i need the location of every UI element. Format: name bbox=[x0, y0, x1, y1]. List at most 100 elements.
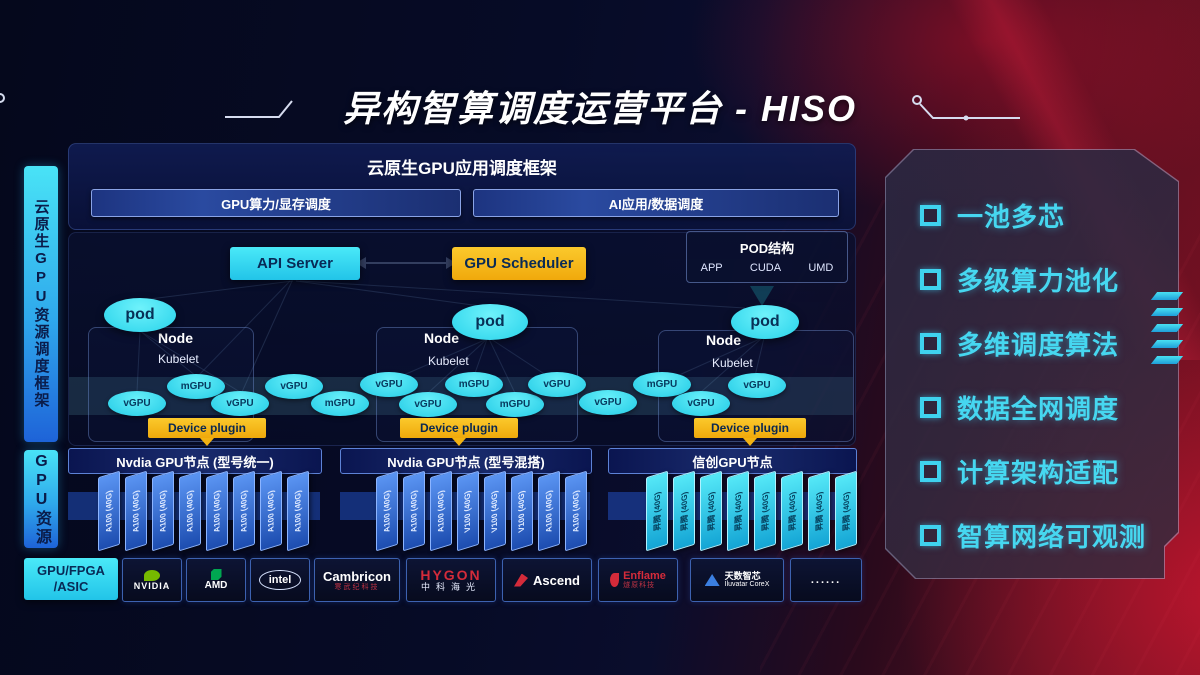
gpu-card: 昇腾 (40G) bbox=[700, 470, 722, 552]
hardware-label-line2: /ASIC bbox=[53, 579, 89, 594]
gpu-card: 昇腾 (40G) bbox=[781, 470, 803, 552]
node-label-3: Node bbox=[706, 332, 741, 348]
kubelet-label-2: Kubelet bbox=[428, 354, 469, 368]
amd-icon bbox=[210, 569, 222, 580]
gpu-card: A100 (40G) bbox=[287, 470, 309, 552]
hazard-stripes-decoration bbox=[1150, 288, 1184, 368]
device-plugin-box-3: Device plugin bbox=[694, 418, 806, 446]
gpu-slice-ellipse: vGPU bbox=[399, 392, 457, 417]
vendor-nvidia: NVIDIA bbox=[122, 558, 182, 602]
gpu-card: A100 (40G) bbox=[376, 470, 398, 552]
gpu-card: 昇腾 (40G) bbox=[835, 470, 857, 552]
page-title: 异构智算调度运营平台 - HISO bbox=[342, 88, 857, 129]
feature-item-5: 计算架构适配 bbox=[920, 453, 1119, 490]
vendor-enflame: Enflame 燧原科技 bbox=[598, 558, 678, 602]
vendor-ascend: Ascend bbox=[502, 558, 592, 602]
gpu-card: A100 (40G) bbox=[233, 470, 255, 552]
pod-structure-title: POD结构 bbox=[739, 241, 795, 256]
square-bullet-icon bbox=[920, 269, 941, 290]
gpu-card: A100 (40G) bbox=[430, 470, 452, 552]
gpu-card: A100 (40G) bbox=[98, 470, 120, 552]
gpu-slice-ellipse: vGPU bbox=[360, 372, 418, 397]
nvidia-icon bbox=[144, 569, 160, 581]
gpu-card: A100 (40G) bbox=[260, 470, 282, 552]
gpu-slice-ellipse: vGPU bbox=[579, 390, 637, 415]
enflame-flame-icon bbox=[610, 573, 620, 587]
gpu-node-banner-1: Nvdia GPU节点 (型号统一) bbox=[68, 448, 322, 474]
kubelet-label-3: Kubelet bbox=[712, 356, 753, 370]
gpu-card: 昇腾 (40G) bbox=[727, 470, 749, 552]
feature-item-1: 一池多芯 bbox=[920, 197, 1065, 234]
device-plugin-box-2: Device plugin bbox=[400, 418, 518, 446]
gpu-card: V100 (40G) bbox=[484, 470, 506, 552]
vendor-more: ...... bbox=[790, 558, 862, 602]
kubelet-label-1: Kubelet bbox=[158, 352, 199, 366]
pod-structure-box: POD结构 APP CUDA UMD bbox=[686, 231, 848, 283]
gpu-card: 昇腾 (40G) bbox=[754, 470, 776, 552]
gpu-slice-ellipse: vGPU bbox=[265, 374, 323, 399]
gpu-slice-ellipse: mGPU bbox=[167, 374, 225, 399]
bar-ai-app-data-scheduling: AI应用/数据调度 bbox=[473, 189, 839, 217]
gpu-node-banner-3: 信创GPU节点 bbox=[608, 448, 857, 474]
pod-structure-item-cuda: CUDA bbox=[749, 262, 782, 274]
gpu-card: A100 (40G) bbox=[152, 470, 174, 552]
pod-structure-item-umd: UMD bbox=[808, 262, 834, 274]
sidebar-label-cloud-native-gpu-framework: 云原生GPU资源调度框架 bbox=[24, 166, 58, 442]
gpu-slice-ellipse: mGPU bbox=[311, 391, 369, 416]
gpu-card: V100 (40G) bbox=[457, 470, 479, 552]
hardware-label-box: GPU/FPGA /ASIC bbox=[24, 558, 118, 600]
square-bullet-icon bbox=[920, 525, 941, 546]
feature-item-4: 数据全网调度 bbox=[920, 389, 1119, 426]
gpu-card: A100 (40G) bbox=[403, 470, 425, 552]
device-plugin-box-1: Device plugin bbox=[148, 418, 266, 446]
square-bullet-icon bbox=[920, 205, 941, 226]
sidebar-label-gpu-resources: GPU资源 bbox=[24, 450, 58, 548]
gpu-scheduler-box: GPU Scheduler bbox=[452, 247, 586, 280]
pod-ellipse-1: pod bbox=[104, 298, 176, 332]
gpu-slice-ellipse: vGPU bbox=[211, 391, 269, 416]
gpu-card: A100 (40G) bbox=[565, 470, 587, 552]
feature-item-3: 多维调度算法 bbox=[920, 325, 1119, 362]
vendor-iluvatar: 天数智芯 Iluvatar CoreX bbox=[690, 558, 784, 602]
framework-panel: 云原生GPU应用调度框架 GPU算力/显存调度 AI应用/数据调度 bbox=[68, 143, 856, 230]
ascend-icon bbox=[514, 573, 529, 587]
gpu-slice-ellipse: vGPU bbox=[528, 372, 586, 397]
gpu-node-banner-2: Nvdia GPU节点 (型号混搭) bbox=[340, 448, 592, 474]
gpu-slice-ellipse: vGPU bbox=[728, 373, 786, 398]
framework-title: 云原生GPU应用调度框架 bbox=[367, 159, 557, 178]
gpu-slice-ellipse: vGPU bbox=[108, 391, 166, 416]
vendor-hygon: HYGON 中科海光 bbox=[406, 558, 496, 602]
square-bullet-icon bbox=[920, 461, 941, 482]
iluvatar-icon bbox=[704, 574, 720, 586]
gpu-slice-ellipse: mGPU bbox=[486, 392, 544, 417]
intel-logo: intel bbox=[258, 570, 302, 590]
node-label-1: Node bbox=[158, 330, 193, 346]
square-bullet-icon bbox=[920, 397, 941, 418]
pod-ellipse-3: pod bbox=[731, 305, 799, 339]
pod-structure-item-app: APP bbox=[700, 262, 723, 274]
gpu-card: A100 (40G) bbox=[206, 470, 228, 552]
feature-item-2: 多级算力池化 bbox=[920, 261, 1119, 298]
gpu-card: 昇腾 (40G) bbox=[673, 470, 695, 552]
square-bullet-icon bbox=[920, 333, 941, 354]
gpu-card: A100 (40G) bbox=[538, 470, 560, 552]
vendor-intel: intel bbox=[250, 558, 310, 602]
bar-gpu-compute-scheduling: GPU算力/显存调度 bbox=[91, 189, 461, 217]
gpu-slice-ellipse: mGPU bbox=[445, 372, 503, 397]
gpu-card: 昇腾 (40G) bbox=[808, 470, 830, 552]
gpu-card: V100 (40G) bbox=[511, 470, 533, 552]
gpu-card: 昇腾 (40G) bbox=[646, 470, 668, 552]
gpu-card: A100 (40G) bbox=[179, 470, 201, 552]
gpu-card: A100 (40G) bbox=[125, 470, 147, 552]
feature-item-6: 智算网络可观测 bbox=[920, 517, 1146, 554]
node-label-2: Node bbox=[424, 330, 459, 346]
api-server-box: API Server bbox=[230, 247, 360, 280]
feature-panel bbox=[886, 150, 1178, 578]
pod-ellipse-2: pod bbox=[452, 304, 528, 340]
vendor-cambricon: Cambricon 寒武纪科技 bbox=[314, 558, 400, 602]
gpu-slice-ellipse: mGPU bbox=[633, 372, 691, 397]
gpu-slice-ellipse: vGPU bbox=[672, 391, 730, 416]
hardware-label-line1: GPU/FPGA bbox=[37, 563, 105, 579]
vendor-amd: AMD bbox=[186, 558, 246, 602]
